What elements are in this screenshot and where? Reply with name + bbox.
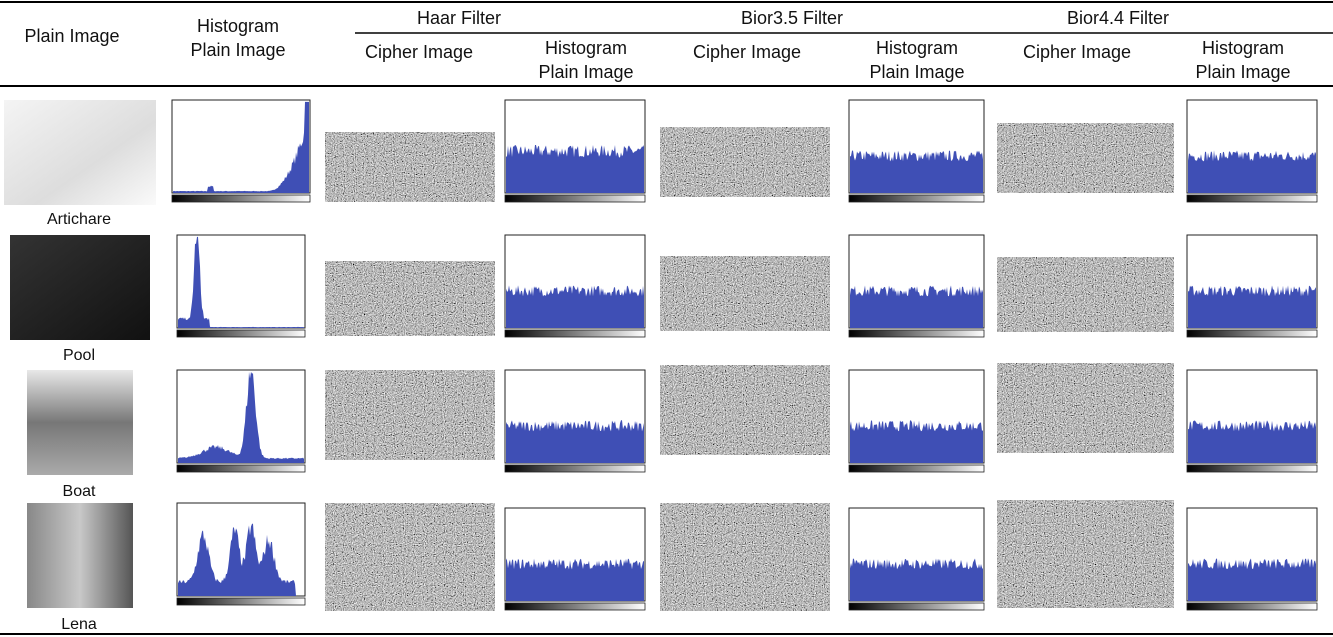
header-histogram: Plain Image bbox=[869, 62, 964, 82]
group-title: Bior4.4 Filter bbox=[1067, 8, 1169, 28]
gray-scale-bar bbox=[1186, 602, 1318, 611]
header-cipher: Cipher Image bbox=[365, 42, 473, 62]
cipher-image bbox=[997, 363, 1174, 453]
header-histogram: Plain Image bbox=[538, 62, 633, 82]
plain-image bbox=[27, 503, 133, 608]
histogram-area bbox=[1188, 558, 1316, 601]
gray-scale-bar bbox=[504, 602, 646, 611]
gray-scale-bar bbox=[504, 329, 646, 338]
row-label: Artichare bbox=[47, 211, 111, 228]
cipher-image bbox=[660, 256, 830, 331]
header-plain-image: Plain Image bbox=[24, 26, 119, 46]
cipher-image bbox=[660, 365, 830, 455]
histogram-area bbox=[1188, 420, 1316, 463]
row-label: Lena bbox=[61, 616, 97, 633]
group-title: Bior3.5 Filter bbox=[741, 8, 843, 28]
row-label: Pool bbox=[63, 347, 95, 364]
gray-scale-bar bbox=[176, 464, 306, 473]
histogram-area bbox=[1188, 150, 1316, 193]
cipher-image bbox=[325, 261, 495, 336]
histogram-area bbox=[506, 285, 644, 328]
group-title: Haar Filter bbox=[417, 8, 501, 28]
cipher-image bbox=[325, 132, 495, 202]
header-histogram: Plain Image bbox=[1195, 62, 1290, 82]
histogram-area bbox=[850, 150, 983, 193]
cipher-image bbox=[997, 123, 1174, 193]
cipher-image bbox=[660, 503, 830, 611]
header-histogram: Histogram bbox=[197, 16, 279, 36]
histogram-area bbox=[173, 101, 309, 193]
plain-image bbox=[27, 370, 133, 475]
gray-scale-bar bbox=[848, 194, 985, 203]
histogram-frame bbox=[176, 369, 306, 464]
histogram-area bbox=[850, 285, 983, 328]
gray-scale-bar bbox=[504, 464, 646, 473]
cipher-image bbox=[325, 370, 495, 460]
plain-image bbox=[4, 100, 156, 205]
gray-scale-bar bbox=[1186, 329, 1318, 338]
header-cipher: Cipher Image bbox=[1023, 42, 1131, 62]
gray-scale-bar bbox=[504, 194, 646, 203]
plain-image bbox=[10, 235, 150, 340]
header-histogram: Plain Image bbox=[190, 40, 285, 60]
cipher-image bbox=[997, 500, 1174, 608]
header-histogram: Histogram bbox=[876, 38, 958, 58]
histogram-area bbox=[850, 558, 983, 601]
histogram-area bbox=[506, 144, 644, 193]
gray-scale-bar bbox=[848, 329, 985, 338]
histogram-area bbox=[850, 420, 983, 463]
histogram-area bbox=[1188, 285, 1316, 328]
histogram-area bbox=[506, 420, 644, 463]
header-histogram: Histogram bbox=[1202, 38, 1284, 58]
histogram-area bbox=[178, 523, 304, 596]
gray-scale-bar bbox=[171, 194, 311, 203]
gray-scale-bar bbox=[1186, 464, 1318, 473]
gray-scale-bar bbox=[176, 597, 306, 606]
histogram-area bbox=[178, 236, 304, 328]
header-cipher: Cipher Image bbox=[693, 42, 801, 62]
gray-scale-bar bbox=[848, 464, 985, 473]
histogram-area bbox=[506, 558, 644, 601]
header-histogram: Histogram bbox=[545, 38, 627, 58]
row-label: Boat bbox=[63, 483, 96, 500]
cipher-image bbox=[997, 257, 1174, 332]
cipher-image bbox=[325, 503, 495, 611]
gray-scale-bar bbox=[848, 602, 985, 611]
gray-scale-bar bbox=[176, 329, 306, 338]
gray-scale-bar bbox=[1186, 194, 1318, 203]
cipher-image bbox=[660, 127, 830, 197]
